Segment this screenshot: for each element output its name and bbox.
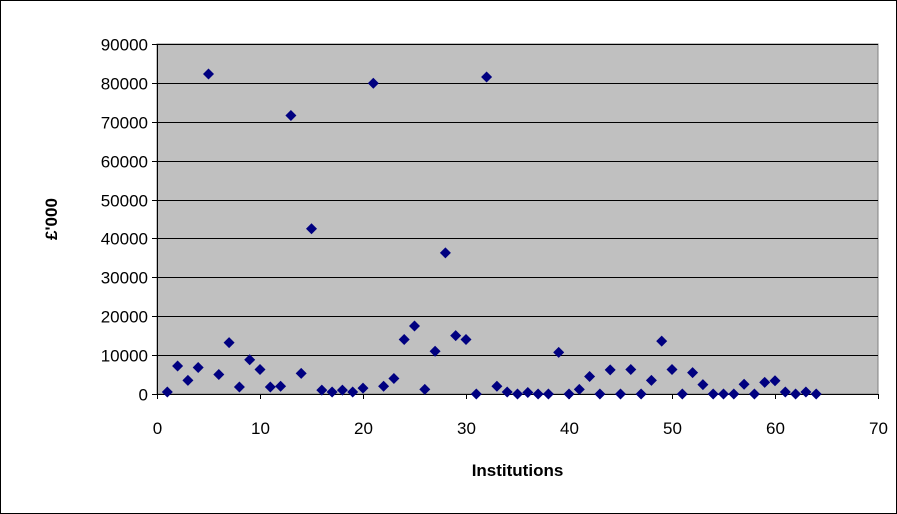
data-point (728, 388, 740, 400)
data-point (450, 330, 462, 342)
data-point (285, 110, 297, 122)
data-point (326, 386, 338, 398)
data-point (604, 364, 616, 376)
data-point (584, 371, 596, 382)
data-point (481, 71, 493, 83)
data-point (295, 367, 307, 379)
data-points (161, 68, 822, 400)
data-point (161, 386, 173, 398)
x-tick-label: 60 (766, 419, 785, 438)
data-point (656, 335, 668, 347)
data-point (306, 223, 317, 235)
x-tick-label: 50 (663, 419, 682, 438)
data-point (192, 362, 204, 374)
data-point (409, 320, 420, 332)
data-point (439, 247, 451, 259)
x-tick-label: 30 (457, 419, 476, 438)
data-point (759, 376, 771, 388)
data-point (336, 384, 348, 396)
data-point (254, 364, 266, 375)
data-point (532, 388, 544, 400)
data-point (275, 380, 287, 392)
plot-area (156, 43, 879, 395)
data-point (182, 374, 194, 386)
data-point (388, 372, 400, 384)
data-point (718, 388, 729, 400)
y-tick-label: 70000 (101, 114, 148, 133)
y-tick-label: 80000 (101, 75, 148, 94)
data-point (800, 386, 812, 398)
data-point (779, 386, 791, 398)
data-point (553, 346, 565, 358)
data-point (687, 367, 699, 379)
data-point (645, 374, 657, 386)
data-point (172, 360, 184, 372)
data-point (347, 386, 359, 398)
x-tick-label: 10 (251, 419, 270, 438)
data-point (357, 382, 369, 394)
x-tick-label: 40 (560, 419, 579, 438)
data-point (615, 388, 626, 400)
y-tick-label: 40000 (101, 230, 148, 249)
y-tick-label: 0 (139, 386, 148, 405)
x-axis: 0 10 20 30 40 50 60 70 (153, 394, 888, 438)
data-point (398, 334, 410, 346)
data-point (264, 381, 276, 393)
data-point (738, 378, 750, 390)
y-axis-title: £'000 (42, 198, 61, 240)
y-tick-label: 50000 (101, 192, 148, 211)
data-point (491, 380, 503, 392)
data-point (378, 380, 390, 392)
data-point (594, 388, 606, 400)
y-tick-label: 30000 (101, 269, 148, 288)
data-point (501, 386, 513, 398)
data-point (676, 388, 688, 400)
data-point (470, 388, 482, 400)
data-point (790, 388, 802, 400)
data-point (625, 364, 637, 375)
data-point (429, 345, 441, 357)
data-point (697, 379, 709, 391)
data-point (707, 388, 719, 400)
gridlines (157, 44, 878, 356)
data-point (666, 364, 678, 375)
data-point (512, 388, 523, 400)
data-point (203, 68, 214, 80)
x-tick-label: 0 (153, 419, 162, 438)
data-point (223, 337, 235, 349)
data-point (316, 384, 328, 396)
data-point (213, 369, 225, 381)
y-tick-label: 90000 (101, 36, 148, 55)
data-point (419, 383, 431, 395)
x-tick-label: 70 (869, 419, 888, 438)
data-point (367, 77, 379, 89)
x-axis-title: Institutions (472, 461, 564, 480)
data-point (573, 383, 585, 395)
x-tick-label: 20 (354, 419, 373, 438)
y-tick-label: 10000 (101, 347, 148, 366)
data-point (542, 388, 554, 400)
y-tick-label: 60000 (101, 153, 148, 172)
data-point (748, 388, 760, 400)
data-point (563, 388, 575, 400)
data-point (810, 388, 822, 400)
data-point (522, 386, 534, 398)
data-point (769, 375, 781, 387)
y-axis: 0 10000 20000 30000 40000 50000 60000 70000 8000… (101, 36, 158, 405)
y-tick-label: 20000 (101, 308, 148, 327)
data-point (244, 354, 256, 366)
data-point (635, 388, 647, 400)
data-point (460, 334, 472, 346)
data-point (233, 381, 245, 393)
